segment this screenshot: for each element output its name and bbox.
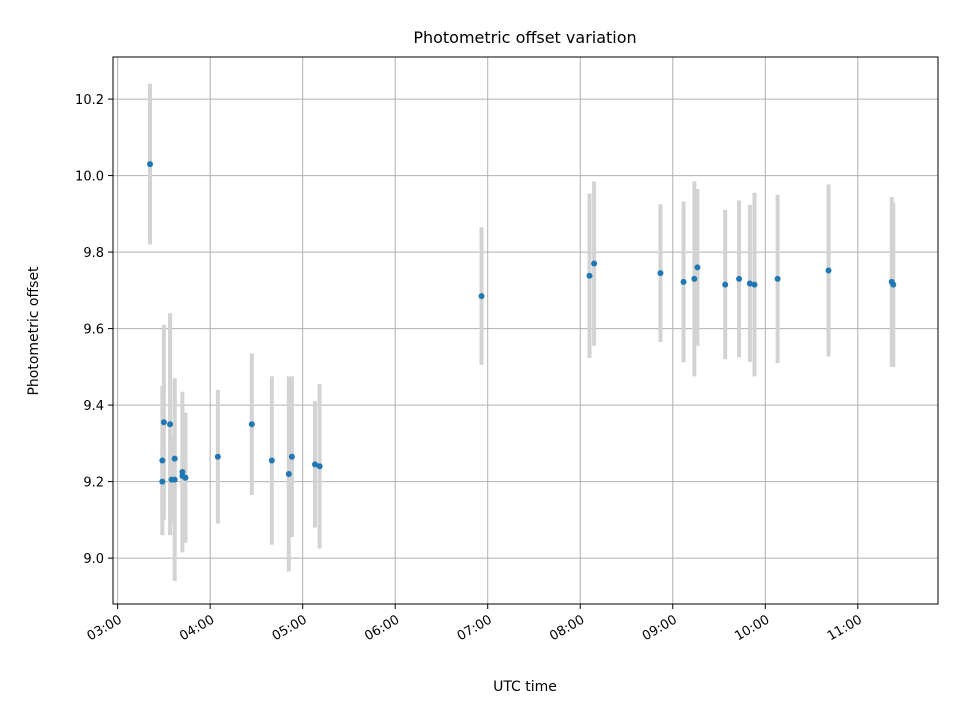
chart-title: Photometric offset variation [413,28,636,47]
data-point [736,275,743,282]
y-tick-label: 10.0 [75,170,104,185]
y-tick-label: 9.4 [83,399,104,414]
data-points [147,161,897,485]
data-point [312,461,319,468]
data-point [268,457,275,464]
y-axis-label: Photometric offset [26,266,42,396]
data-point [214,453,221,460]
data-point [691,275,698,282]
x-axis-label: UTC time [493,679,557,695]
plot-frame [112,56,939,605]
grid [113,57,938,604]
data-point [478,293,485,300]
data-point [171,455,178,462]
data-point [751,281,758,288]
y-tick-label: 9.6 [83,323,104,338]
data-point [182,474,189,481]
data-point [890,281,897,288]
data-point [722,281,729,288]
data-point [316,463,323,470]
data-point [591,260,598,267]
data-point [288,453,295,460]
data-point [694,264,701,271]
y-tick-label: 9.0 [83,552,104,567]
y-tick-label: 9.2 [83,476,104,491]
data-point [657,270,664,277]
y-axis: 9.0 9.2 9.4 9.6 9.8 10.0 10.2 [75,93,113,567]
data-point [586,272,593,279]
data-point [248,421,255,428]
y-tick-label: 9.8 [83,246,104,261]
data-point [825,267,832,274]
y-tick-label: 10.2 [75,93,104,108]
data-point [171,476,178,483]
data-point [147,161,154,168]
data-point [746,280,753,287]
data-point [160,419,167,426]
data-point [159,478,166,485]
data-point [167,421,174,428]
data-point [774,275,781,282]
data-point [159,457,166,464]
data-point [285,470,292,477]
data-point [680,278,687,285]
